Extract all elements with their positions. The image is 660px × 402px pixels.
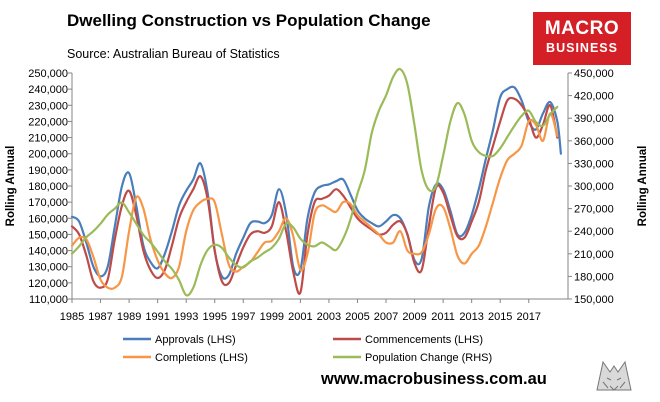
right-tick-label: 300,000 <box>574 181 614 193</box>
left-tick-label: 210,000 <box>28 133 68 145</box>
left-tick-label: 220,000 <box>28 116 68 128</box>
x-tick-label: 2009 <box>402 311 426 323</box>
x-tick-label: 2013 <box>459 311 483 323</box>
x-tick-label: 1995 <box>202 311 226 323</box>
legend-label-population-change: Population Change (RHS) <box>365 352 492 364</box>
x-tick-label: 1989 <box>117 311 141 323</box>
left-tick-label: 130,000 <box>28 262 68 274</box>
population-change-series-line <box>70 67 559 297</box>
x-tick-label: 2015 <box>488 311 512 323</box>
website-url: www.macrobusiness.com.au <box>321 370 547 388</box>
left-tick-label: 140,000 <box>28 246 68 258</box>
x-tick-label: 2017 <box>517 311 541 323</box>
right-tick-label: 360,000 <box>574 136 614 148</box>
x-tick-label: 1987 <box>88 311 112 323</box>
right-tick-label: 240,000 <box>574 226 614 238</box>
legend-label-completions: Completions (LHS) <box>155 352 248 364</box>
chart-legend: Approvals (LHS) Commencements (LHS) Comple… <box>123 334 492 364</box>
right-tick-label: 450,000 <box>574 68 614 80</box>
left-tick-label: 200,000 <box>28 149 68 161</box>
left-tick-label: 250,000 <box>28 68 68 80</box>
right-tick-label: 270,000 <box>574 204 614 216</box>
macrobusiness-logo: MACRO BUSINESS <box>533 12 631 65</box>
left-tick-label: 170,000 <box>28 197 68 209</box>
left-tick-label: 230,000 <box>28 100 68 112</box>
x-tick-label: 1985 <box>60 311 84 323</box>
right-tick-label: 150,000 <box>574 294 614 306</box>
left-tick-label: 240,000 <box>28 84 68 96</box>
right-tick-label: 210,000 <box>574 249 614 261</box>
right-axis-title: Rolling Annual <box>637 146 649 227</box>
commencements-series-line <box>70 96 559 295</box>
x-tick-label: 2003 <box>317 311 341 323</box>
approvals-series-line <box>70 85 562 280</box>
legend-label-commencements: Commencements (LHS) <box>365 334 483 346</box>
left-axis-title: Rolling Annual <box>5 146 17 227</box>
series-layer <box>70 67 562 297</box>
wolf-logo-icon <box>583 352 645 398</box>
right-tick-label: 330,000 <box>574 158 614 170</box>
chart-title: Dwelling Construction vs Population Chan… <box>67 11 431 30</box>
left-tick-label: 110,000 <box>29 294 68 306</box>
x-tick-label: 2005 <box>345 311 369 323</box>
left-tick-label: 190,000 <box>28 165 68 177</box>
x-tick-label: 1991 <box>145 311 169 323</box>
x-tick-label: 1993 <box>174 311 198 323</box>
right-tick-label: 180,000 <box>574 271 614 283</box>
x-tick-label: 2001 <box>288 311 312 323</box>
right-tick-label: 420,000 <box>574 91 614 103</box>
axes-layer: 110,000 120,000 130,000 140,000 150,000 160,0… <box>5 68 649 323</box>
x-tick-label: 2007 <box>374 311 398 323</box>
left-tick-label: 160,000 <box>28 213 68 225</box>
logo-line-1: MACRO <box>544 18 620 39</box>
x-tick-label: 1999 <box>260 311 284 323</box>
left-tick-label: 120,000 <box>28 278 68 290</box>
right-tick-label: 390,000 <box>574 113 614 125</box>
left-tick-label: 150,000 <box>28 229 68 241</box>
legend-label-approvals: Approvals (LHS) <box>155 334 236 346</box>
x-tick-label: 1997 <box>231 311 255 323</box>
left-tick-label: 180,000 <box>28 181 68 193</box>
x-tick-label: 2011 <box>431 311 455 323</box>
logo-line-2: BUSINESS <box>546 41 618 55</box>
chart-subtitle: Source: Australian Bureau of Statistics <box>67 47 280 61</box>
